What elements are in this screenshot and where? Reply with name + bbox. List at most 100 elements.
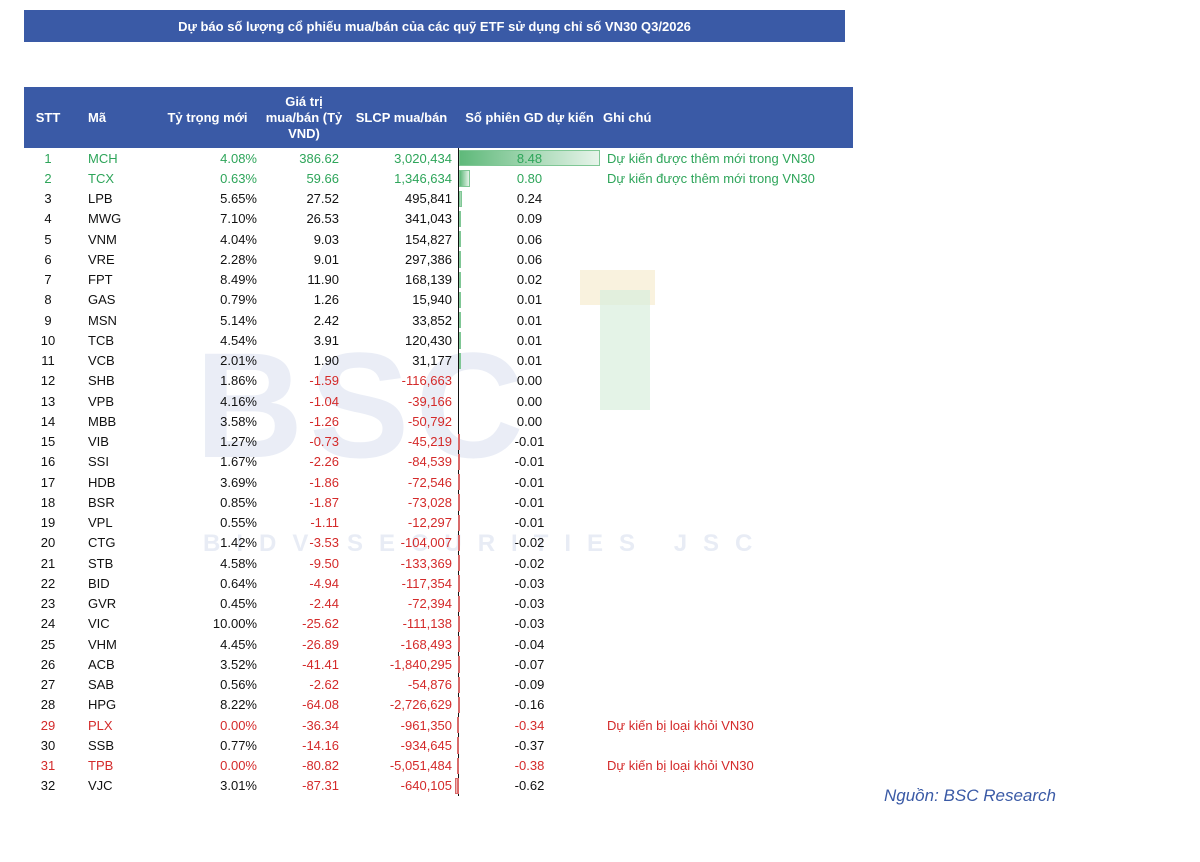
cell-ty-trong: 7.10% xyxy=(220,211,257,227)
cell-so-phien: -0.38 xyxy=(456,755,601,776)
bar-axis xyxy=(458,411,459,432)
cell-ghi-chu xyxy=(601,573,853,593)
cell-gia-tri: 9.01 xyxy=(313,251,339,267)
so-phien-value: -0.01 xyxy=(514,434,545,450)
table-row: 11 VCB 2.01% 1.90 31,177 0.01 xyxy=(24,350,853,371)
negative-bar xyxy=(455,777,459,794)
cell-ghi-chu: Dự kiến được thêm mới trong VN30 xyxy=(607,170,815,186)
cell-stt: 13 xyxy=(40,393,56,409)
cell-slcp: -54,876 xyxy=(407,677,452,693)
cell-slcp: -961,350 xyxy=(400,717,452,733)
cell-so-phien: 0.06 xyxy=(458,229,601,250)
positive-bar xyxy=(459,312,461,329)
cell-gia-tri: -2.62 xyxy=(309,677,339,693)
header-ma: Mã xyxy=(72,87,152,148)
positive-bar xyxy=(459,170,471,187)
cell-so-phien: 0.01 xyxy=(458,289,601,310)
table-header-row: STT Mã Tỷ trọng mới Giá trị mua/bán (Tỷ … xyxy=(24,87,853,148)
cell-so-phien: -0.01 xyxy=(458,451,601,472)
bar-axis xyxy=(458,391,459,412)
cell-ma: MWG xyxy=(88,211,122,227)
table-row: 5 VNM 4.04% 9.03 154,827 0.06 xyxy=(24,229,853,250)
cell-stt: 32 xyxy=(40,778,56,794)
cell-ty-trong: 0.63% xyxy=(220,170,257,186)
cell-ty-trong: 1.67% xyxy=(220,454,257,470)
cell-slcp: -111,138 xyxy=(402,616,452,632)
cell-so-phien: -0.07 xyxy=(458,654,601,675)
cell-so-phien: -0.37 xyxy=(456,735,601,756)
cell-ty-trong: 3.58% xyxy=(220,413,257,429)
cell-slcp: -640,105 xyxy=(400,778,452,794)
cell-gia-tri: 27.52 xyxy=(306,191,339,207)
cell-stt: 15 xyxy=(40,434,56,450)
cell-ghi-chu xyxy=(601,411,853,431)
cell-slcp: 341,043 xyxy=(405,211,452,227)
cell-stt: 19 xyxy=(40,515,56,531)
negative-bar xyxy=(458,656,460,673)
cell-stt: 27 xyxy=(40,677,56,693)
positive-bar xyxy=(459,251,461,268)
cell-stt: 21 xyxy=(40,555,56,571)
table-row: 7 FPT 8.49% 11.90 168,139 0.02 xyxy=(24,269,853,290)
cell-ma: SSB xyxy=(88,737,115,753)
cell-so-phien: 8.48 xyxy=(458,148,601,169)
cell-ghi-chu xyxy=(601,513,853,533)
table-row: 12 SHB 1.86% -1.59 -116,663 0.00 xyxy=(24,370,853,391)
so-phien-value: 0.00 xyxy=(516,373,543,389)
so-phien-value: -0.01 xyxy=(514,515,545,531)
cell-ty-trong: 3.69% xyxy=(220,474,257,490)
bar-axis xyxy=(458,289,459,310)
so-phien-value: 0.06 xyxy=(516,231,543,247)
cell-ty-trong: 4.04% xyxy=(220,231,257,247)
cell-ghi-chu xyxy=(601,492,853,512)
cell-gia-tri: 9.03 xyxy=(313,231,339,247)
table-row: 6 VRE 2.28% 9.01 297,386 0.06 xyxy=(24,249,853,270)
cell-ma: MSN xyxy=(88,312,117,328)
cell-slcp: -50,792 xyxy=(407,413,452,429)
header-ty-trong: Tỷ trọng mới xyxy=(152,87,263,148)
cell-ma: LPB xyxy=(88,191,113,207)
cell-slcp: 15,940 xyxy=(412,292,452,308)
cell-slcp: -73,028 xyxy=(407,494,452,510)
so-phien-value: 0.00 xyxy=(516,393,543,409)
cell-stt: 23 xyxy=(40,596,56,612)
cell-so-phien: 0.01 xyxy=(458,310,601,331)
so-phien-value: -0.07 xyxy=(514,656,545,672)
table-row: 15 VIB 1.27% -0.73 -45,219 -0.01 xyxy=(24,431,853,452)
positive-bar xyxy=(459,271,461,288)
cell-ghi-chu: Dự kiến bị loại khỏi VN30 xyxy=(607,758,754,774)
cell-ghi-chu xyxy=(601,634,853,654)
cell-ghi-chu xyxy=(601,330,853,350)
cell-stt: 25 xyxy=(40,636,56,652)
cell-ty-trong: 0.79% xyxy=(220,292,257,308)
cell-ty-trong: 4.54% xyxy=(220,332,257,348)
bar-axis xyxy=(458,188,459,209)
cell-stt: 2 xyxy=(44,170,52,186)
cell-ty-trong: 0.45% xyxy=(220,596,257,612)
cell-ghi-chu xyxy=(601,675,853,695)
so-phien-value: -0.09 xyxy=(514,677,545,693)
cell-ty-trong: 10.00% xyxy=(212,616,257,632)
table-row: 10 TCB 4.54% 3.91 120,430 0.01 xyxy=(24,330,853,351)
cell-ghi-chu xyxy=(601,189,853,209)
cell-stt: 9 xyxy=(44,312,52,328)
table-row: 13 VPB 4.16% -1.04 -39,166 0.00 xyxy=(24,391,853,412)
cell-so-phien: -0.01 xyxy=(458,492,601,513)
cell-ma: VCB xyxy=(88,353,115,369)
negative-bar xyxy=(458,534,460,551)
cell-ghi-chu xyxy=(601,695,853,715)
cell-ma: GAS xyxy=(88,292,116,308)
etf-forecast-table: STT Mã Tỷ trọng mới Giá trị mua/bán (Tỷ … xyxy=(24,87,853,796)
cell-ty-trong: 0.00% xyxy=(220,717,257,733)
cell-ma: VNM xyxy=(88,231,117,247)
table-row: 26 ACB 3.52% -41.41 -1,840,295 -0.07 xyxy=(24,654,853,675)
so-phien-value: 0.01 xyxy=(516,292,543,308)
cell-gia-tri: -1.26 xyxy=(309,413,339,429)
table-row: 14 MBB 3.58% -1.26 -50,792 0.00 xyxy=(24,411,853,432)
cell-gia-tri: -1.59 xyxy=(309,373,339,389)
positive-bar xyxy=(459,210,461,227)
cell-stt: 12 xyxy=(40,373,56,389)
cell-gia-tri: 59.66 xyxy=(306,170,339,186)
so-phien-value: 0.01 xyxy=(516,332,543,348)
cell-ma: BID xyxy=(88,575,110,591)
